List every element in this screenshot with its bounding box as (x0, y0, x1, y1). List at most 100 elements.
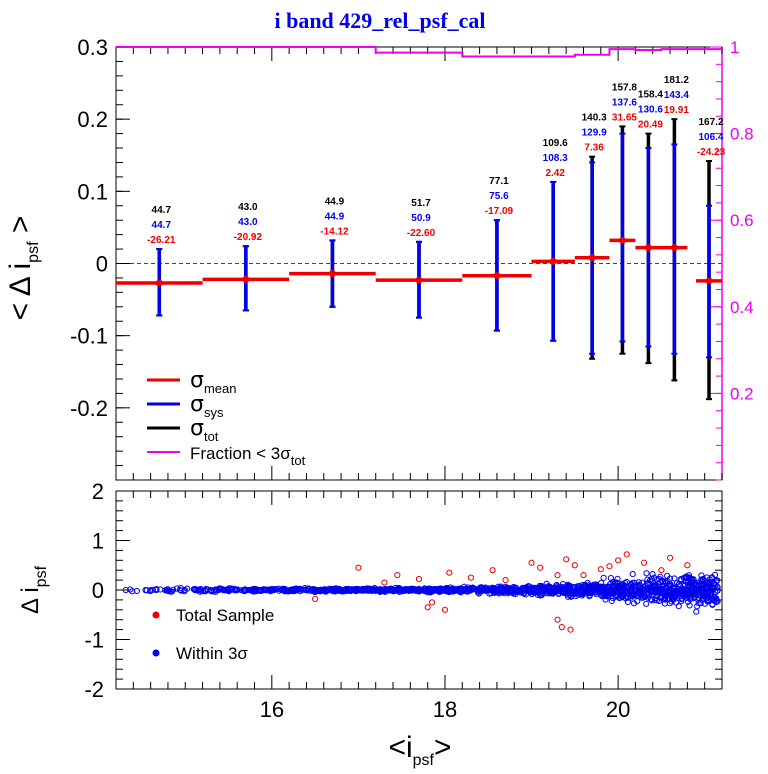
within-3sigma-point (581, 588, 588, 595)
within-3sigma-point (509, 588, 516, 595)
bin-annotation: 137.6 (612, 97, 637, 108)
within-3sigma-point (218, 585, 225, 593)
bin-annotation: -17.09 (485, 206, 514, 217)
within-3sigma-point (618, 587, 625, 594)
bin-annotation: 167.2 (698, 117, 723, 128)
within-3sigma-point (708, 574, 716, 581)
bottom-y-tick-label: -2 (84, 677, 104, 702)
within-3sigma-point (698, 572, 705, 579)
within-3sigma-point (608, 597, 615, 605)
within-3sigma-point (628, 583, 636, 590)
right-fraction-axis: 1 0.8 0.6 0.4 0.2 (710, 38, 754, 481)
total-sample-outlier-point (415, 576, 423, 583)
within-3sigma-point (568, 592, 575, 600)
bin-mean-point (242, 275, 250, 283)
chart-title: i band 429_rel_psf_cal (274, 8, 485, 33)
x-axis-label: <ipsf> (388, 731, 451, 769)
within-3sigma-point (122, 586, 129, 594)
within-3sigma-point (664, 588, 671, 595)
within-3sigma-point (296, 588, 304, 595)
within-3sigma-point (520, 587, 527, 594)
within-3sigma-point (593, 584, 600, 591)
bin-annotation: 157.8 (612, 82, 637, 93)
within-3sigma-point (659, 578, 667, 585)
right-tick-label: 0.8 (730, 125, 754, 144)
total-sample-outlier-point (684, 562, 691, 569)
total-sample-outlier-point (424, 604, 431, 611)
bin-annotation: 181.2 (664, 75, 689, 86)
bin-annotation: 19.91 (664, 105, 689, 116)
within-3sigma-point (275, 585, 283, 592)
within-3sigma-point (178, 587, 185, 594)
y-tick-label: 0 (96, 252, 108, 277)
within-3sigma-point (649, 592, 656, 599)
within-3sigma-point (704, 592, 711, 599)
within-3sigma-point (153, 585, 160, 593)
within-3sigma-point (666, 581, 673, 588)
total-sample-outlier-point (606, 563, 613, 570)
within-3sigma-point (269, 586, 277, 593)
within-3sigma-point (648, 596, 655, 603)
top-y-axis: 0.3 0.2 0.1 0 -0.1 -0.2 (70, 35, 130, 481)
within-3sigma-point (709, 601, 716, 608)
total-sample-outlier-point (489, 567, 496, 574)
bin-annotation: 109.6 (543, 138, 568, 149)
right-tick-label: 0.6 (730, 211, 754, 230)
within-3sigma-point (411, 586, 418, 593)
within-3sigma-point (711, 593, 718, 601)
within-3sigma-point (384, 587, 391, 594)
bin-annotation: 158.4 (638, 90, 663, 101)
bin-mean-point (328, 270, 336, 278)
within-3sigma-point (442, 586, 449, 593)
fraction-step-line (116, 46, 722, 58)
y-tick-label: 0.1 (77, 179, 108, 204)
within-3sigma-point (201, 587, 209, 594)
within-3sigma-point (574, 589, 581, 596)
bin-annotation: -24.23 (697, 147, 726, 158)
within-3sigma-point (695, 600, 702, 607)
bin-annotation: 20.49 (638, 120, 663, 131)
bin-annotation: 140.3 (582, 113, 607, 124)
bottom-y-axis-label: Δ ipsf (17, 565, 50, 614)
within-3sigma-point (577, 589, 584, 596)
y-tick-label: -0.2 (70, 396, 108, 421)
within-3sigma-point (607, 580, 614, 588)
total-sample-outlier-point (467, 574, 475, 581)
within-3sigma-point (488, 587, 495, 594)
within-3sigma-point (345, 587, 352, 594)
within-3sigma-point (482, 584, 489, 591)
within-3sigma-point (157, 586, 164, 593)
within-3sigma-point (334, 586, 341, 593)
within-3sigma-point (252, 585, 259, 593)
within-3sigma-point (653, 587, 660, 594)
total-sample-outlier-point (394, 572, 401, 579)
within-3sigma-point (225, 588, 232, 595)
bin-annotation: 129.9 (582, 128, 607, 139)
bin-mean-point (549, 257, 557, 265)
total-sample-outlier-point (567, 626, 574, 633)
within-3sigma-point (293, 587, 300, 594)
legend-label: Within 3σ (176, 644, 248, 663)
total-sample-outlier-point (441, 606, 449, 613)
bin-annotation: 77.1 (489, 176, 509, 187)
bottom-legend: Total Sample Within 3σ (152, 606, 274, 663)
within-3sigma-point (551, 587, 558, 594)
within-3sigma-point (670, 584, 677, 592)
within-3sigma-point (675, 603, 682, 610)
bottom-axes: 16 18 20 2 1 0 -1 -2 (84, 479, 723, 722)
within-3sigma-point (282, 588, 289, 595)
total-sample-outlier-point (446, 569, 453, 576)
bottom-y-tick-label: 0 (92, 578, 104, 603)
binned-means: 44.7 44.7 -26.21 43.0 43.0 -20.92 44.9 44.9 -14.… (116, 75, 726, 401)
within-3sigma-point (599, 588, 606, 595)
bin-annotation: 43.0 (238, 217, 258, 228)
within-3sigma-point (470, 585, 477, 593)
within-3sigma-point (670, 593, 677, 601)
within-3sigma-point (693, 608, 700, 615)
within-3sigma-point (630, 600, 638, 607)
right-tick-label: 1 (730, 38, 739, 57)
x-tick-label: 20 (606, 697, 630, 722)
legend-label: σmean (190, 368, 236, 396)
bin-annotation: 44.7 (152, 220, 172, 231)
